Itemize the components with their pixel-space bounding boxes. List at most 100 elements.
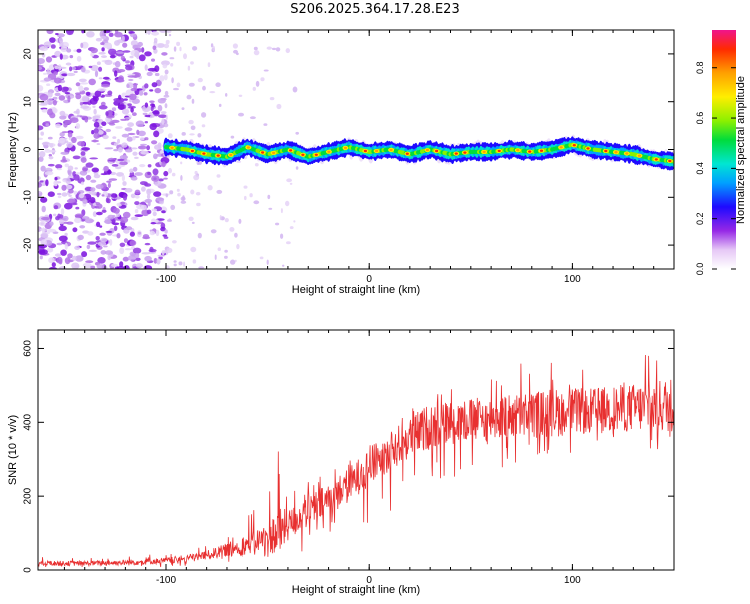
heatmap-noise-blob xyxy=(58,235,68,242)
heatmap-noise-blob xyxy=(285,48,290,54)
heatmap-noise-blob xyxy=(149,89,154,92)
heatmap-noise-blob xyxy=(163,170,169,177)
heatmap-noise-blob xyxy=(105,128,112,133)
heatmap-noise-blob xyxy=(268,207,273,210)
heatmap-noise-blob xyxy=(93,132,100,139)
heatmap-noise-blob xyxy=(167,133,173,139)
heatmap-noise-blob xyxy=(163,43,170,49)
heatmap-noise-blob xyxy=(182,195,185,201)
heatmap-noise-blob xyxy=(65,177,71,185)
heatmap-noise-blob xyxy=(292,86,298,93)
heatmap-noise-blob xyxy=(167,219,172,222)
heatmap-noise-blob xyxy=(209,91,216,94)
heatmap-noise-blob xyxy=(43,72,47,75)
heatmap-noise-blob xyxy=(263,123,268,126)
heatmap-noise-blob xyxy=(59,53,63,60)
heatmap-noise-blob xyxy=(158,30,167,33)
heatmap-noise-blob xyxy=(114,40,120,46)
heatmap-noise-blob xyxy=(117,138,120,144)
heatmap-noise-blob xyxy=(188,82,195,87)
heatmap-noise-blob xyxy=(168,34,172,37)
heatmap-noise-blob xyxy=(46,30,54,35)
heatmap-noise-blob xyxy=(115,51,125,54)
heatmap-noise-blob xyxy=(130,216,139,221)
heatmap-noise-blob xyxy=(67,259,74,263)
heatmap-noise-blob xyxy=(130,193,136,199)
heatmap-noise-blob xyxy=(98,105,108,110)
heatmap-noise-blob xyxy=(234,232,238,238)
heatmap-noise-blob xyxy=(62,155,66,162)
heatmap-noise-blob xyxy=(92,115,96,122)
heatmap-noise-blob xyxy=(152,211,157,217)
heatmap-noise-blob xyxy=(122,42,128,48)
heatmap-noise-blob xyxy=(72,155,81,160)
heatmap-noise-blob xyxy=(92,105,96,109)
heatmap-noise-blob xyxy=(219,215,222,221)
heatmap-noise-blob xyxy=(108,178,118,181)
snr-x-ticks: -100 0 100 xyxy=(63,330,675,586)
heatmap-noise-blob xyxy=(98,52,106,55)
heatmap-noise-blob xyxy=(103,245,108,248)
heatmap-noise-blob xyxy=(118,147,123,153)
heatmap-noise-blob xyxy=(163,94,170,98)
heatmap-ridge-peak-center xyxy=(327,150,331,153)
heatmap-noise-blob xyxy=(210,43,214,48)
heatmap-noise-blob xyxy=(66,142,73,148)
heatmap-noise-blob xyxy=(119,216,129,224)
heatmap-noise-blob xyxy=(151,58,155,62)
heatmap-noise-blob xyxy=(134,51,140,58)
heatmap-noise-blob xyxy=(46,83,51,86)
colorbar-tick-label: 0.0 xyxy=(695,263,705,276)
heatmap-ridge-peak-center xyxy=(202,152,206,155)
heatmap-ridge-peak-center xyxy=(272,151,276,155)
heatmap-noise-blob xyxy=(60,151,70,155)
heatmap-noise-blob xyxy=(238,218,242,224)
heatmap-noise-blob xyxy=(114,70,118,77)
heatmap-noise-blob xyxy=(60,46,68,53)
heatmap-noise-blob xyxy=(107,182,111,188)
heatmap-noise-blob xyxy=(96,221,101,227)
heatmap-noise-blob xyxy=(129,240,137,246)
heatmap-noise-blob xyxy=(144,102,149,108)
heatmap-noise-blob xyxy=(151,175,160,182)
heatmap-noise-blob xyxy=(232,43,238,49)
heatmap-noise-blob xyxy=(74,265,80,269)
heatmap-noise-blob xyxy=(173,46,177,52)
heatmap-noise-blob xyxy=(132,247,142,254)
heatmap-noise-blob xyxy=(132,83,138,86)
colorbar-gradient xyxy=(712,30,736,269)
heatmap-noise-blob xyxy=(108,159,116,162)
heatmap-noise-blob xyxy=(51,262,56,268)
heatmap-noise-blob xyxy=(95,37,102,42)
heatmap-noise-blob xyxy=(215,82,221,87)
heatmap-noise-blob xyxy=(114,60,121,68)
heatmap-noise-blob xyxy=(117,104,125,110)
heatmap-noise-blob xyxy=(153,37,158,44)
heatmap-noise-blob xyxy=(48,153,52,157)
heatmap-noise-blob xyxy=(108,32,114,37)
snr-x-axis-label: Height of straight line (km) xyxy=(292,584,420,596)
heatmap-noise-blob xyxy=(118,94,122,100)
heatmap-noise-blob xyxy=(91,130,95,135)
heatmap-noise-blob xyxy=(43,41,52,48)
heatmap-noise-blob xyxy=(82,262,92,268)
heatmap-noise-blob xyxy=(57,195,62,199)
heatmap-noise-blob xyxy=(180,175,183,181)
heatmap-noise-blob xyxy=(135,263,143,269)
heatmap-noise-blob xyxy=(116,212,121,218)
heatmap-noise-blob xyxy=(201,124,206,128)
heatmap-noise-blob xyxy=(67,165,74,171)
snr-y-axis-label: SNR (10 * v/v) xyxy=(7,415,19,485)
heatmap-noise-blob xyxy=(52,99,58,106)
heatmap-noise-blob xyxy=(188,119,194,125)
heatmap-noise-blob xyxy=(197,133,202,138)
heatmap-noise-blob xyxy=(170,204,176,210)
heatmap-noise-blob xyxy=(214,254,217,260)
heatmap-ridge-peak-center xyxy=(586,147,590,150)
heatmap-noise-blob xyxy=(101,209,107,213)
heatmap-noise-blob xyxy=(98,77,103,80)
heatmap-noise-blob xyxy=(59,219,64,225)
heatmap-noise-blob xyxy=(99,232,106,236)
heatmap-noise-blob xyxy=(79,225,86,229)
heatmap-ridge-peak-center xyxy=(572,144,576,147)
